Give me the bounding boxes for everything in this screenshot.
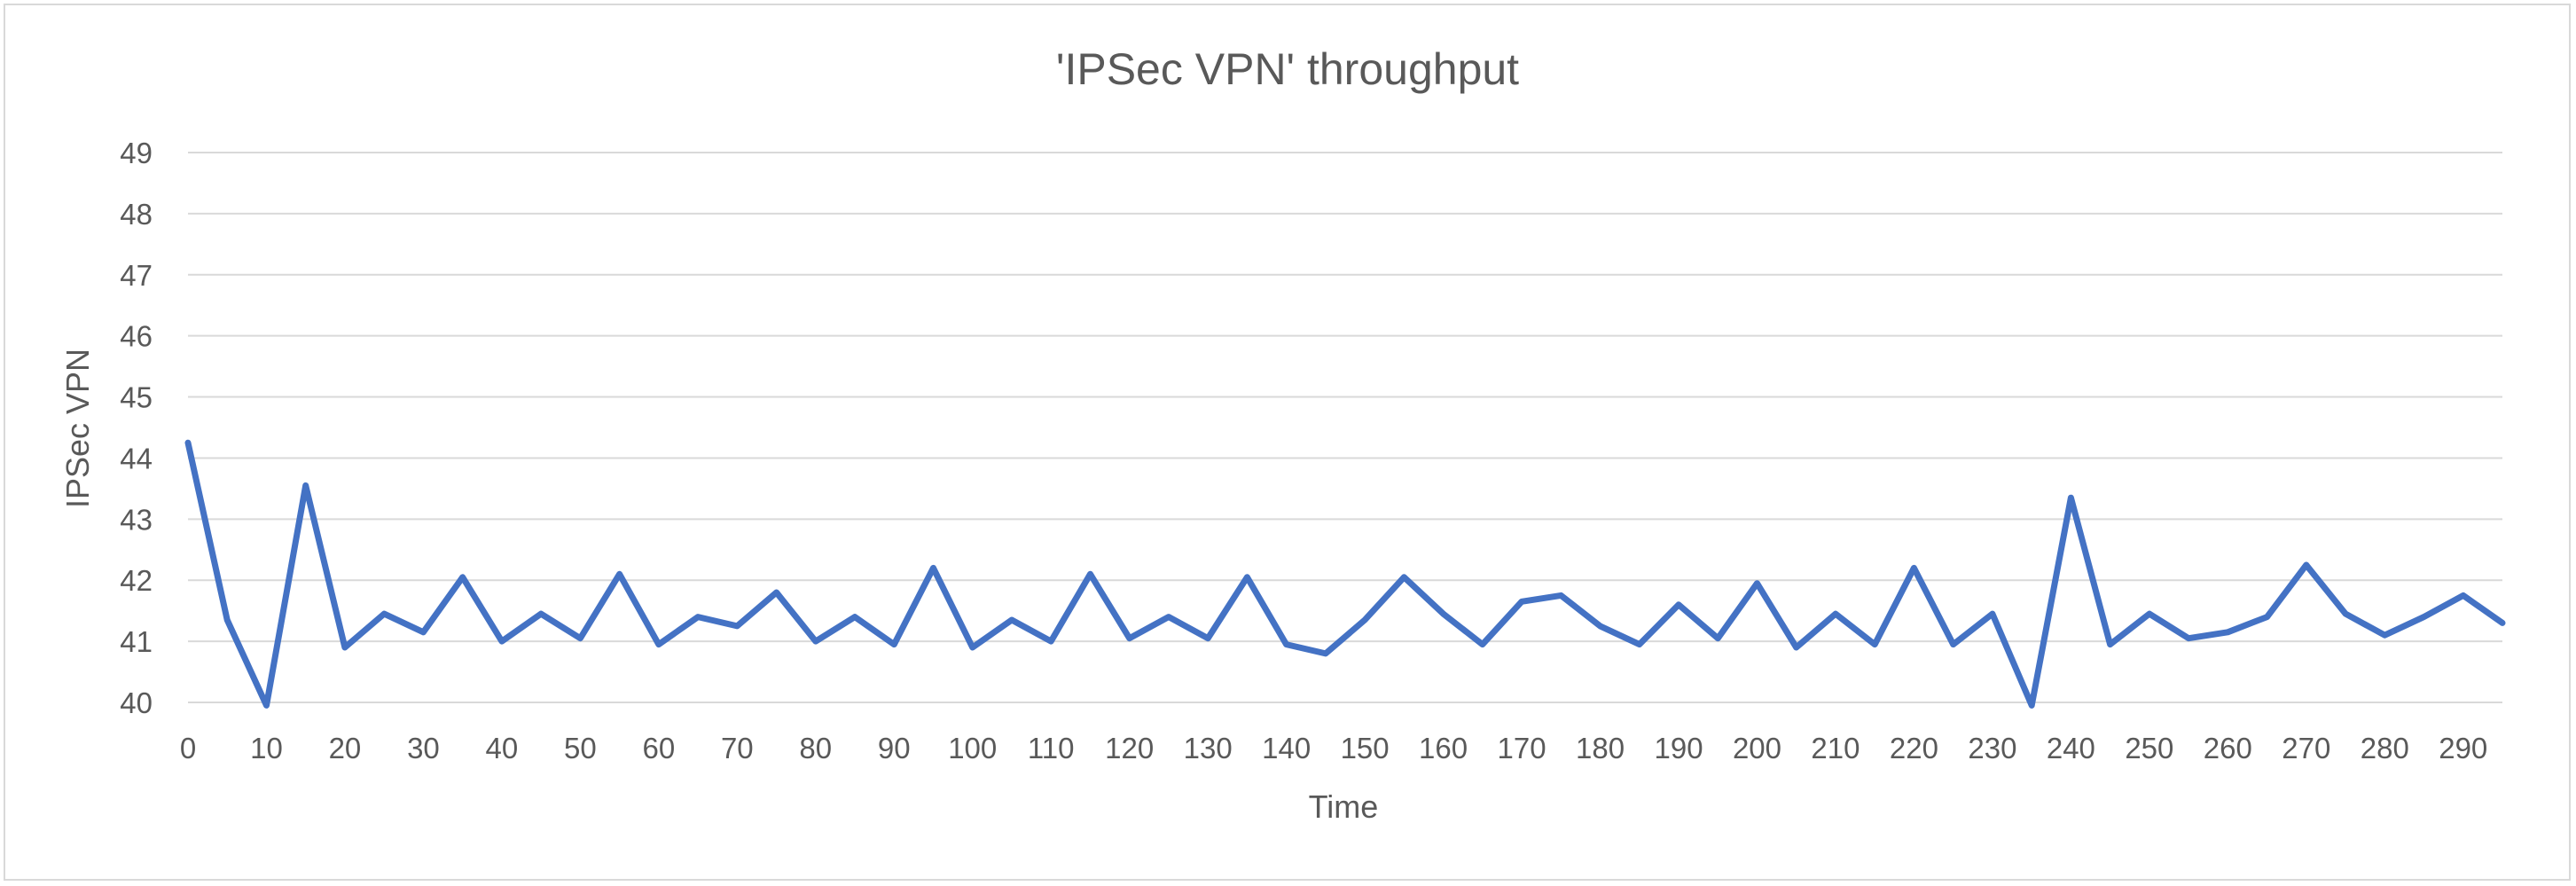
series-line-ipsec-vpn xyxy=(184,439,2506,709)
x-tick-label: 10 xyxy=(250,732,283,764)
x-tick-label: 180 xyxy=(1576,732,1625,764)
x-tick-label: 100 xyxy=(948,732,997,764)
x-tick-label: 80 xyxy=(799,732,832,764)
y-tick-label: 41 xyxy=(120,625,153,658)
x-tick-label: 30 xyxy=(407,732,440,764)
x-tick-label: 270 xyxy=(2282,732,2330,764)
x-tick-label: 50 xyxy=(564,732,597,764)
x-tick-label: 160 xyxy=(1419,732,1468,764)
x-tick-label: 250 xyxy=(2125,732,2173,764)
x-tick-label: 190 xyxy=(1654,732,1703,764)
y-tick-label: 49 xyxy=(120,137,153,169)
y-tick-label: 46 xyxy=(120,320,153,353)
x-tick-label: 230 xyxy=(1968,732,2016,764)
x-tick-label: 260 xyxy=(2204,732,2252,764)
y-tick-label: 45 xyxy=(120,381,153,414)
x-tick-label: 40 xyxy=(486,732,519,764)
chart-frame xyxy=(4,4,2571,881)
x-axis-label: Time xyxy=(1309,788,1379,825)
x-tick-label: 290 xyxy=(2439,732,2487,764)
x-tick-label: 280 xyxy=(2361,732,2409,764)
x-tick-label: 20 xyxy=(329,732,362,764)
x-tick-label: 130 xyxy=(1184,732,1233,764)
y-tick-label: 43 xyxy=(120,503,153,536)
x-tick-label: 60 xyxy=(642,732,675,764)
y-tick-label: 48 xyxy=(120,198,153,231)
x-tick-label: 200 xyxy=(1733,732,1781,764)
x-tick-label: 220 xyxy=(1890,732,1938,764)
chart-title: 'IPSec VPN' throughput xyxy=(1056,44,1519,94)
x-tick-label: 240 xyxy=(2047,732,2095,764)
x-axis-ticks: 0 10 20 30 40 50 60 70 80 90 100 110 120 130 140 150 160… xyxy=(180,732,2487,764)
y-axis-label: IPSec VPN xyxy=(59,349,96,508)
y-tick-label: 44 xyxy=(120,442,153,474)
y-tick-label: 47 xyxy=(120,259,153,292)
x-tick-label: 0 xyxy=(180,732,196,764)
x-tick-label: 150 xyxy=(1341,732,1390,764)
x-tick-label: 90 xyxy=(878,732,911,764)
x-tick-label: 210 xyxy=(1811,732,1860,764)
y-tick-label: 42 xyxy=(120,564,153,597)
y-axis-ticks: 40 41 42 43 44 45 46 47 48 49 xyxy=(120,137,153,719)
x-tick-label: 140 xyxy=(1262,732,1311,764)
x-tick-label: 120 xyxy=(1105,732,1154,764)
x-tick-label: 170 xyxy=(1498,732,1546,764)
y-tick-label: 40 xyxy=(120,686,153,719)
x-tick-label: 70 xyxy=(721,732,754,764)
x-tick-label: 110 xyxy=(1028,732,1075,764)
gridlines xyxy=(188,152,2502,703)
